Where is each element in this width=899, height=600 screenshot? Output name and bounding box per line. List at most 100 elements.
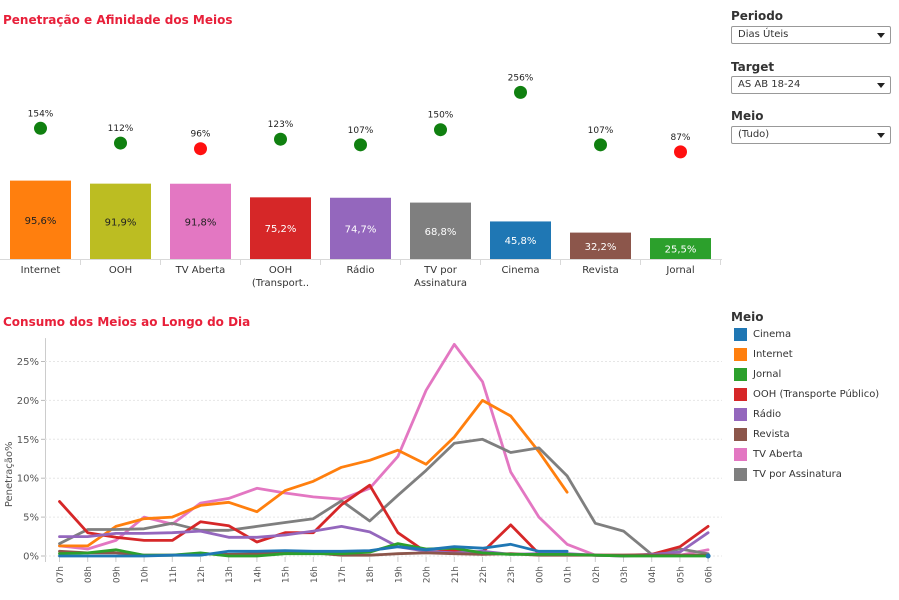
x-tick-label: 03h (620, 566, 630, 583)
x-tick-label: 08h (84, 566, 94, 583)
x-tick-label: 18h (366, 566, 376, 583)
bar-value-label: 45,8% (505, 236, 537, 247)
x-tick-label: 15h (282, 566, 292, 583)
consumption-line-chart: 0% 5% 10% 15% 20% 25% Penetração% 07h 08h 09h 10h 1… (4, 338, 722, 583)
x-tick-label: 09h (112, 566, 122, 583)
x-tick-label: 19h (394, 566, 404, 583)
affinity-dot (34, 121, 47, 135)
x-tick-label: 21h (451, 566, 461, 583)
category-label: Internet (21, 265, 61, 276)
y-tick-label: 0% (23, 552, 39, 563)
bar-value-label: 91,9% (105, 217, 137, 228)
legend-label: Jornal (753, 369, 782, 380)
legend-swatch (734, 428, 747, 441)
category-label: TV Aberta (175, 265, 226, 276)
legend-item-tv-assinatura[interactable]: TV por Assinatura (734, 468, 842, 482)
bar (330, 197, 391, 259)
x-tick-label: 11h (169, 566, 179, 583)
x-tick-label: 02h (592, 566, 602, 583)
target-label: Target (731, 60, 775, 74)
chevron-down-icon (877, 33, 885, 38)
target-value: AS AB 18-24 (738, 79, 801, 90)
affinity-dot (434, 123, 447, 137)
category-label: TV por (423, 265, 458, 276)
legend-item-internet[interactable]: Internet (734, 348, 793, 362)
series-line (58, 399, 569, 548)
top-chart-title: Penetração e Afinidade dos Meios (3, 13, 233, 27)
category-label: Rádio (346, 264, 374, 276)
x-tick-label: 04h (648, 566, 658, 583)
affinity-label: 150% (428, 111, 454, 121)
series-line (58, 542, 569, 558)
x-tick-label: 22h (479, 566, 489, 583)
x-tick-label: 01h (564, 566, 574, 583)
affinity-label: 107% (348, 126, 374, 136)
bar (650, 238, 711, 259)
meio-value: (Tudo) (738, 129, 770, 140)
x-tick-label: 17h (338, 566, 348, 583)
periodo-label: Periodo (731, 9, 784, 23)
bar-value-label: 95,6% (25, 216, 57, 227)
legend-label: Cinema (753, 329, 792, 340)
bar-value-label: 32,2% (585, 242, 617, 253)
category-label: Jornal (665, 265, 694, 276)
penetration-bar-chart: 95,6% Internet 154% 91,9% OOH 112% 91,8% TV Abe… (0, 73, 722, 289)
legend-swatch (734, 328, 747, 341)
legend-swatch (734, 368, 747, 381)
category-label: Revista (582, 265, 619, 276)
affinity-dot (514, 85, 527, 99)
bar (410, 202, 471, 259)
legend-label: Internet (753, 349, 793, 360)
affinity-dot (194, 142, 207, 156)
legend-item-tv-aberta[interactable]: TV Aberta (734, 448, 803, 462)
affinity-label: 107% (588, 126, 614, 136)
affinity-label: 154% (28, 109, 54, 119)
legend-swatch (734, 348, 747, 361)
legend-item-ooh[interactable]: OOH (Transporte Público) (734, 388, 879, 402)
y-tick-label: 20% (17, 396, 39, 407)
series-line (58, 342, 710, 558)
legend-label: OOH (Transporte Público) (753, 389, 880, 400)
category-label: Assinatura (414, 278, 467, 289)
bar (490, 221, 551, 259)
bar (570, 232, 631, 259)
legend-swatch (734, 388, 747, 401)
affinity-dot (114, 136, 127, 150)
bar (90, 183, 151, 259)
periodo-value: Dias Úteis (738, 29, 789, 40)
legend-swatch (734, 448, 747, 461)
bar-value-label: 68,8% (425, 227, 457, 238)
meio-filter-label: Meio (731, 109, 764, 123)
legend-item-cinema[interactable]: Cinema (734, 328, 791, 342)
x-tick-label: 14h (253, 566, 263, 583)
x-tick-label: 16h (310, 566, 320, 583)
meio-dropdown[interactable]: (Tudo) (731, 126, 891, 144)
bar-value-label: 74,7% (345, 224, 377, 235)
legend-item-jornal[interactable]: Jornal (734, 368, 781, 382)
affinity-dot (354, 138, 367, 152)
y-tick-label: 15% (17, 435, 39, 446)
target-dropdown[interactable]: AS AB 18-24 (731, 76, 891, 94)
affinity-dot (274, 132, 287, 146)
legend-title: Meio (731, 310, 764, 324)
y-axis-title: Penetração% (4, 441, 15, 507)
bar-value-label: 25,5% (665, 245, 697, 256)
x-tick-label: 00h (535, 566, 545, 583)
legend-label: Rádio (753, 409, 782, 420)
x-tick-label: 07h (56, 566, 66, 583)
series-point (705, 553, 711, 559)
bar (10, 180, 71, 259)
legend-item-radio[interactable]: Rádio (734, 408, 781, 422)
x-tick-label: 06h (705, 566, 715, 583)
legend-item-revista[interactable]: Revista (734, 428, 790, 442)
bottom-chart-title: Consumo dos Meios ao Longo do Dia (3, 315, 251, 329)
category-label: Cinema (501, 265, 539, 276)
y-tick-label: 25% (17, 357, 39, 368)
affinity-label: 256% (508, 73, 534, 83)
bar-value-label: 91,8% (185, 217, 217, 228)
y-tick-label: 10% (17, 474, 39, 485)
legend-label: Revista (753, 429, 790, 440)
periodo-dropdown[interactable]: Dias Úteis (731, 26, 891, 44)
legend-swatch (734, 468, 747, 481)
affinity-dot (674, 145, 687, 159)
